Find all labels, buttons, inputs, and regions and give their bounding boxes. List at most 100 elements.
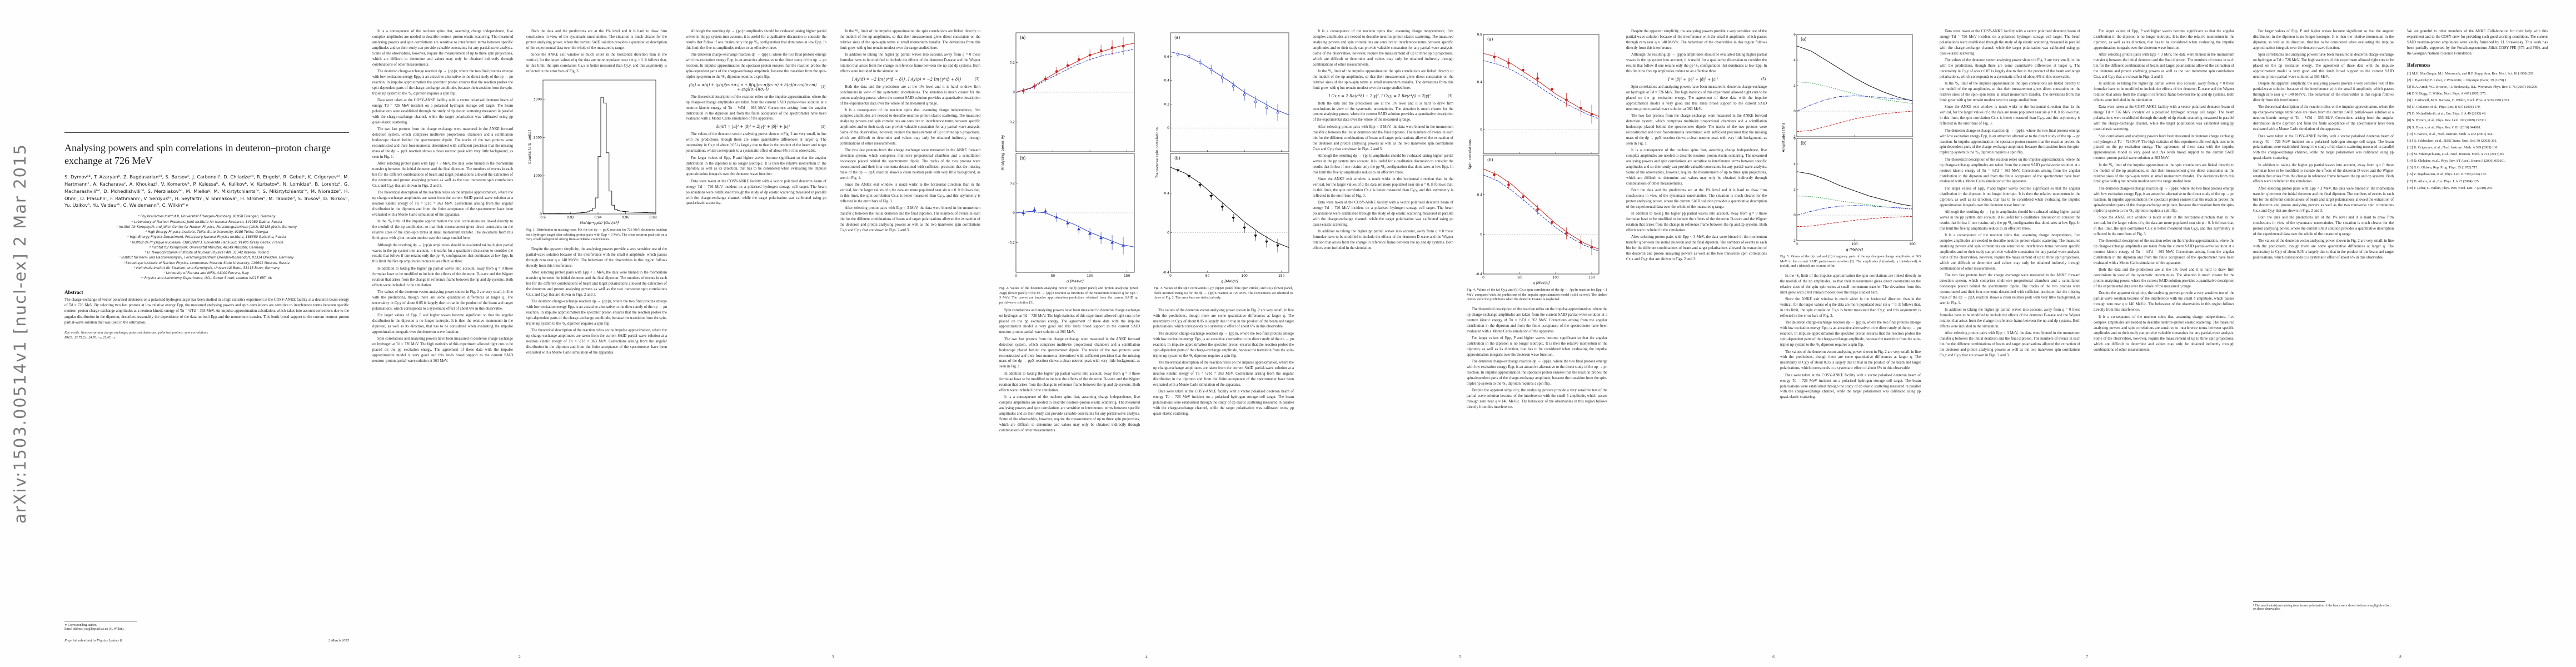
body-paragraph: Data were taken at the COSY-ANKE facilit… — [1313, 201, 1453, 227]
svg-text:Spin correlations: Spin correlations — [1468, 139, 1472, 170]
body-paragraph: The values of the deuteron vector analys… — [1940, 58, 2080, 79]
reference-list: [1] M.H. MacGregor, M.J. Moravcsik, and … — [2407, 71, 2548, 191]
body-paragraph: Spin correlations and analysing powers h… — [372, 337, 513, 364]
figure-3-plot: 0 0.2 0.4 0.6 (a) -0.4 0 0.4 0 50 100 150 (b) q [MeV/… — [1154, 29, 1293, 285]
body-paragraph: Both the data and the predictions are at… — [526, 29, 667, 50]
body-paragraph: In addition to taking the higher pp part… — [840, 53, 980, 73]
svg-text:0: 0 — [1480, 128, 1482, 132]
page-number: 8 — [2399, 655, 2401, 659]
references-column: We are grateful to other members of the … — [2407, 29, 2548, 611]
svg-text:6: 6 — [1793, 137, 1796, 141]
svg-text:4: 4 — [1793, 162, 1796, 166]
reference-entry: [14] D. Chiladze, et al., Phys. Rev. ST … — [2407, 159, 2506, 163]
body-paragraph: The values of the deuteron vector analys… — [1153, 308, 1294, 329]
svg-text:(a): (a) — [1174, 35, 1180, 40]
body-paragraph: Since the ANKE exit window is much wider… — [2094, 216, 2234, 236]
text-block: Although the resulting dp → {pp}n amplit… — [686, 29, 826, 80]
references-heading: References — [2407, 62, 2430, 68]
reference-entry: [1] M.H. MacGregor, M.J. Moravcsik, and … — [2407, 71, 2535, 76]
body-paragraph: Although the resulting dp → {pp}n amplit… — [686, 29, 826, 50]
body-paragraph: In the ¹S₀ limit of the impulse approxim… — [1313, 69, 1453, 90]
svg-text:150: 150 — [1588, 276, 1595, 280]
body-paragraph: In addition to taking the higher pp part… — [999, 371, 1140, 392]
body-paragraph: It is a consequence of the nucleon spins… — [1940, 233, 2080, 271]
body-paragraph: The deuteron charge-exchange reaction dp… — [1940, 128, 2080, 155]
svg-text:100: 100 — [1241, 274, 1248, 278]
body-paragraph: For larger values of Epp, P and higher w… — [1940, 186, 2080, 207]
body-paragraph: The values of the deuteron vector analys… — [2253, 239, 2394, 260]
svg-text:0.4: 0.4 — [1477, 193, 1482, 197]
body-paragraph: Data were taken at the COSY-ANKE facilit… — [1153, 390, 1294, 416]
body-paragraph: It is a consequence of the nucleon spins… — [372, 29, 513, 67]
text-column: Data were taken at the COSY-ANKE facilit… — [1940, 29, 2080, 611]
body-paragraph: Despite the apparent simplicity, the ana… — [526, 247, 667, 268]
equation-number: (4) — [1448, 94, 1452, 98]
body-paragraph: It is a consequence of the nucleon spins… — [1626, 148, 1767, 186]
body-paragraph: After selecting proton pairs with Epp < … — [372, 162, 513, 188]
svg-text:-0.4: -0.4 — [1163, 271, 1169, 275]
page-5: It is a consequence of the nucleon spins… — [1313, 0, 1607, 667]
svg-text:0: 0 — [1167, 126, 1169, 130]
reference-entry: [3] R.A. Arndt, W.J. Briscoe, I.I. Strak… — [2407, 84, 2538, 89]
svg-text:0: 0 — [1013, 211, 1015, 215]
text-block: In the ¹S₀ limit of the impulse approxim… — [1780, 273, 1921, 400]
body-paragraph: Both the data and the predictions are at… — [840, 84, 980, 106]
body-paragraph: The deuteron charge-exchange reaction dp… — [526, 300, 667, 326]
body-paragraph: After selecting proton pairs with Epp < … — [1940, 331, 2080, 358]
email-note: Email address: cw@hep.ucl.ac.uk (C. Wilk… — [64, 628, 124, 631]
svg-text:0: 0 — [1480, 233, 1482, 237]
svg-text:0.2: 0.2 — [1009, 61, 1015, 65]
svg-text:-2: -2 — [1792, 135, 1796, 139]
reference-entry: [17] D. Albers, et al., Eur. Phys. J. A … — [2407, 179, 2480, 183]
text-column: For larger values of Epp, P and higher w… — [2094, 29, 2234, 611]
svg-text:0.2: 0.2 — [1009, 182, 1015, 186]
body-paragraph: Although the resulting dp → {pp}n amplit… — [1313, 153, 1453, 175]
body-paragraph: In the ¹S₀ limit of the impulse approxim… — [1940, 82, 2080, 103]
body-paragraph: Despite the apparent simplicity, the ana… — [1626, 29, 1767, 50]
acknowledgements-text: We are grateful to other members of the … — [2407, 29, 2548, 56]
equation-body: f(q) = α(q) + iγ(q)(σ₁+σ₂)·n + β(q)(σ₁·n… — [689, 82, 817, 92]
svg-text:(a): (a) — [1020, 35, 1026, 40]
text-block: For larger values of Epp, P and higher w… — [2253, 29, 2394, 261]
svg-text:4: 4 — [1793, 58, 1796, 62]
display-equation: I Ay(d) = −2 Im{γ*(β − δ)}, I Ay(p) = −2… — [841, 77, 979, 82]
body-paragraph: In the ¹S₀ limit of the impulse approxim… — [1780, 274, 1921, 295]
svg-text:100: 100 — [1851, 242, 1858, 246]
body-paragraph: It is a consequence of the nucleon spins… — [840, 108, 980, 146]
page-3: Although the resulting dp → {pp}n amplit… — [686, 0, 980, 667]
body-paragraph: The two fast protons from the charge exc… — [999, 337, 1140, 369]
text-column: -2 0 2 4 6 (a) -2 0 2 4 6 0 100 200 (b) q [MeV/c] Amplit… — [1780, 29, 1921, 611]
footnote-block: ∗ Corresponding author. Email address: c… — [64, 621, 349, 643]
body-paragraph: In addition to taking the higher pp part… — [2253, 163, 2394, 184]
body-paragraph: In the ¹S₀ limit of the impulse approxim… — [2094, 163, 2234, 184]
svg-text:0: 0 — [1793, 109, 1796, 113]
figure-2-caption: Fig. 2. Values of the deuteron analysing… — [999, 286, 1138, 305]
keywords: Key words: Neutron–proton charge exchang… — [64, 330, 208, 335]
svg-text:150: 150 — [1278, 274, 1285, 278]
body-paragraph: The two fast protons from the charge exc… — [1626, 113, 1767, 146]
body-paragraph: Despite the apparent simplicity, the ana… — [2253, 82, 2394, 103]
svg-text:(b): (b) — [1020, 156, 1026, 161]
body-paragraph: The theoretical description of the react… — [2253, 105, 2394, 132]
affiliation: ᶠ Institut de Physique Nucléaire, CNRS/I… — [130, 241, 283, 245]
body-paragraph: After selecting proton pairs with Epp < … — [840, 206, 980, 232]
body-paragraph: The deuteron charge-exchange reaction dp… — [1153, 331, 1294, 358]
page-8: For larger values of Epp, P and higher w… — [2253, 0, 2548, 667]
body-paragraph: Since the ANKE exit window is much wider… — [1313, 177, 1453, 198]
text-block: Both the data and the predictions are at… — [840, 84, 980, 233]
reference-entry: [11] R. Schleichert, et al., IEEE Trans.… — [2407, 138, 2498, 143]
equation-number: (5) — [1761, 77, 1766, 82]
svg-text:q [MeV/c]: q [MeV/c] — [1532, 281, 1550, 285]
page-6: Despite the apparent simplicity, the ana… — [1626, 0, 1921, 667]
affiliation: ˡ University of Ferrara and INFN, 44100 … — [164, 272, 250, 276]
reference-entry: [15] G.G. Ohlsen, Rep. Prog. Phys. 35 (1… — [2407, 166, 2478, 170]
body-paragraph: In addition to taking the higher pp part… — [1313, 230, 1453, 251]
svg-text:200: 200 — [1909, 242, 1916, 246]
svg-text:150: 150 — [1124, 274, 1130, 278]
affiliation: ᵇ Laboratory of Nuclear Problems, Joint … — [131, 220, 282, 224]
body-paragraph: After selecting proton pairs with Epp < … — [526, 271, 667, 297]
svg-text:0.96: 0.96 — [622, 216, 630, 220]
text-column: Spin correlations and analysing powers h… — [999, 308, 1140, 569]
svg-text:0.98: 0.98 — [649, 216, 657, 220]
page-number: 6 — [1772, 655, 1775, 659]
